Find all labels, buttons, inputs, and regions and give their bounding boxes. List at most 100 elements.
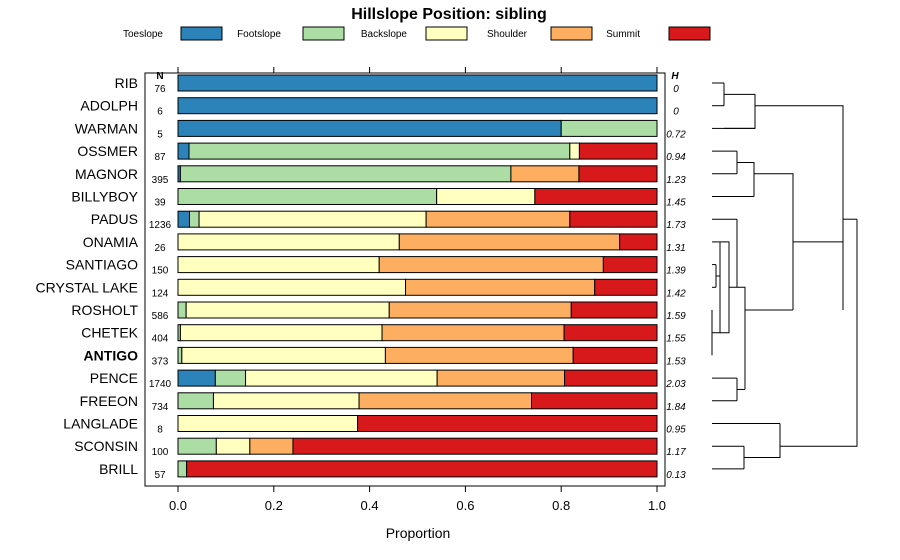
bar-ossmer-summit bbox=[578, 142, 658, 160]
legend-swatch-backslope bbox=[425, 26, 468, 41]
x-tick-label: 0.2 bbox=[265, 498, 283, 513]
dendrogram-branch bbox=[754, 173, 794, 310]
x-tick-label: 0.8 bbox=[552, 498, 570, 513]
n-value: 87 bbox=[154, 152, 166, 163]
bar-magnor-footslope bbox=[179, 165, 512, 183]
h-value: 1.84 bbox=[666, 402, 686, 413]
row-label: PADUS bbox=[91, 211, 138, 227]
h-value: 1.31 bbox=[666, 243, 685, 254]
bar-sconsin-summit bbox=[292, 437, 658, 455]
bar-antigo-footslope bbox=[177, 346, 183, 364]
bar-brill-footslope bbox=[177, 460, 188, 478]
row-label: WARMAN bbox=[75, 120, 138, 136]
h-value: 2.03 bbox=[665, 379, 686, 390]
dendrogram-branch bbox=[755, 105, 844, 310]
bar-billyboy-summit bbox=[534, 188, 658, 205]
h-value: 0.13 bbox=[666, 470, 686, 481]
bar-crystal-lake-summit bbox=[594, 278, 658, 296]
bar-rosholt-summit bbox=[570, 301, 658, 319]
h-value: 0 bbox=[673, 107, 679, 118]
bar-padus-footslope bbox=[188, 210, 200, 228]
h-value: 1.53 bbox=[666, 356, 686, 367]
bar-antigo-summit bbox=[572, 346, 658, 364]
h-value: 1.17 bbox=[666, 447, 686, 458]
n-value: 39 bbox=[154, 198, 166, 209]
legend-swatch-shoulder bbox=[550, 26, 593, 41]
legend-label-backslope: Backslope bbox=[361, 29, 408, 40]
bar-padus-summit bbox=[569, 210, 658, 228]
dendrogram-branch bbox=[716, 241, 721, 277]
bar-padus-backslope bbox=[198, 210, 427, 228]
n-value: 1236 bbox=[149, 220, 172, 231]
bar-onamia-shoulder bbox=[398, 233, 621, 251]
n-value: 76 bbox=[154, 84, 166, 95]
bar-ossmer-toeslope bbox=[177, 142, 190, 160]
bar-pence-toeslope bbox=[177, 369, 216, 387]
bar-sconsin-footslope bbox=[177, 437, 217, 455]
bar-freeon-summit bbox=[531, 392, 658, 410]
row-label: PENCE bbox=[90, 370, 138, 386]
bar-pence-backslope bbox=[245, 369, 438, 387]
row-label: SANTIAGO bbox=[66, 257, 138, 273]
row-label: RIB bbox=[115, 75, 138, 91]
bar-sconsin-shoulder bbox=[249, 437, 294, 455]
dendrogram bbox=[711, 82, 858, 470]
row-label: CRYSTAL LAKE bbox=[36, 279, 138, 295]
row-label: BRILL bbox=[99, 461, 138, 477]
row-label: SCONSIN bbox=[74, 438, 138, 454]
bar-padus-toeslope bbox=[177, 210, 190, 228]
n-value: 1740 bbox=[149, 379, 172, 390]
bar-warman-footslope bbox=[560, 119, 658, 137]
legend-swatch-footslope bbox=[302, 26, 345, 41]
h-value: 0.94 bbox=[666, 152, 686, 163]
bar-freeon-shoulder bbox=[358, 392, 533, 410]
bar-area bbox=[177, 74, 658, 478]
bar-freeon-footslope bbox=[177, 392, 214, 410]
chart-title: Hillslope Position: sibling bbox=[351, 6, 547, 23]
bar-brill-summit bbox=[186, 460, 658, 478]
bar-pence-summit bbox=[564, 369, 658, 387]
bar-ossmer-backslope bbox=[569, 142, 580, 160]
row-labels: RIB 76 0 ADOLPH 6 0 WARMAN 5 0.72 OSSMER 87 0.94 MAG… bbox=[36, 75, 687, 481]
plot-frame bbox=[144, 72, 666, 487]
bar-ossmer-footslope bbox=[188, 142, 571, 160]
dendrogram-branch bbox=[737, 161, 755, 197]
h-value: 1.23 bbox=[666, 175, 686, 186]
n-value: 124 bbox=[152, 288, 169, 299]
dendrogram-branch bbox=[744, 423, 781, 459]
bar-sconsin-backslope bbox=[215, 437, 251, 455]
h-value: 1.59 bbox=[666, 311, 686, 322]
dendrogram-branch bbox=[737, 286, 746, 390]
dendrogram-branch bbox=[720, 241, 730, 334]
bar-chetek-backslope bbox=[179, 324, 383, 342]
bar-warman-toeslope bbox=[177, 119, 562, 137]
bar-pence-footslope bbox=[214, 369, 247, 387]
legend-swatch-summit bbox=[668, 26, 711, 41]
dendrogram-branch bbox=[780, 219, 858, 447]
n-header: N bbox=[156, 71, 163, 82]
bar-langlade-backslope bbox=[177, 415, 359, 432]
legend-label-footslope: Footslope bbox=[237, 29, 281, 40]
bar-santiago-shoulder bbox=[378, 256, 604, 274]
n-value: 26 bbox=[154, 243, 166, 254]
h-value: 1.42 bbox=[666, 288, 686, 299]
row-label: MAGNOR bbox=[75, 166, 138, 182]
x-tick-label: 1.0 bbox=[648, 498, 666, 513]
h-header: H bbox=[671, 71, 679, 82]
bar-pence-shoulder bbox=[436, 369, 566, 387]
n-value: 100 bbox=[152, 447, 169, 458]
bar-adolph-toeslope bbox=[177, 97, 658, 115]
row-label: ANTIGO bbox=[84, 347, 139, 363]
legend-swatch-toeslope bbox=[180, 26, 223, 41]
bar-billyboy-backslope bbox=[436, 188, 536, 205]
bar-antigo-backslope bbox=[181, 346, 386, 364]
legend-label-toeslope: Toeslope bbox=[123, 29, 163, 40]
bar-magnor-summit bbox=[578, 165, 658, 183]
x-tick-label: 0.0 bbox=[169, 498, 187, 513]
row-label: ROSHOLT bbox=[71, 302, 138, 318]
row-label: LANGLADE bbox=[63, 416, 138, 432]
dendrogram-branch bbox=[724, 93, 756, 129]
bar-rib-toeslope bbox=[177, 74, 658, 92]
bar-rosholt-shoulder bbox=[388, 301, 572, 319]
row-label: FREEON bbox=[80, 393, 138, 409]
